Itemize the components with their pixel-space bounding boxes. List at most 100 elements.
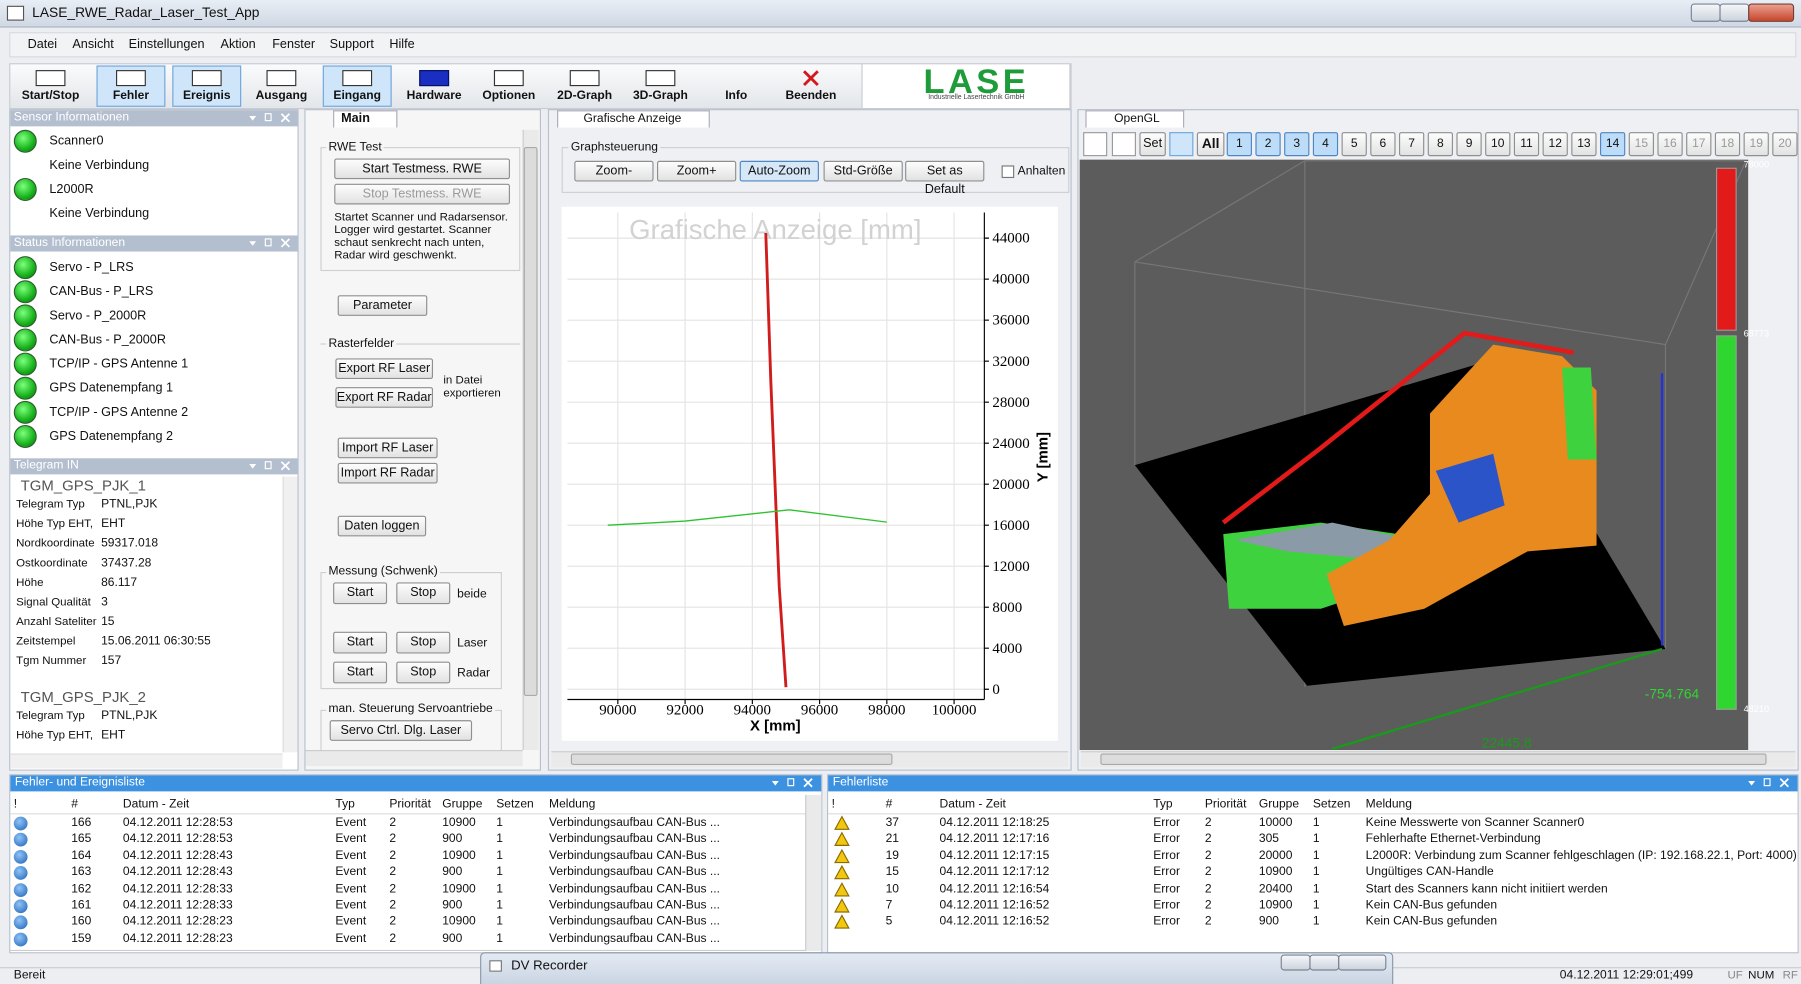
pane-controls xyxy=(249,461,291,471)
telegram-key: Ostkoordinate xyxy=(16,557,88,570)
graph-area xyxy=(561,206,1058,741)
log-button[interactable]: Daten loggen xyxy=(337,515,427,537)
measure-stop-button[interactable]: Stop xyxy=(396,631,451,654)
menu-item[interactable]: Datei xyxy=(27,37,58,52)
graph-button[interactable]: Zoom- xyxy=(574,160,654,182)
pane-pin-icon xyxy=(264,461,272,470)
view-button[interactable]: 20 xyxy=(1772,132,1798,157)
pause-checkbox[interactable] xyxy=(1001,165,1015,179)
measure-start-button[interactable]: Start xyxy=(333,631,388,654)
view-button[interactable]: 13 xyxy=(1571,132,1597,157)
list-cell: 10000 xyxy=(1258,815,1293,830)
list-cell: 04.12.2011 12:28:43 xyxy=(122,865,233,879)
warning-triangle xyxy=(834,881,850,897)
view-button[interactable]: 8 xyxy=(1427,132,1453,157)
all-button[interactable]: All xyxy=(1196,132,1225,157)
column-header: Datum - Zeit xyxy=(122,797,190,811)
list-cell: 04.12.2011 12:17:16 xyxy=(939,832,1050,846)
toolbar-button[interactable] xyxy=(322,65,392,107)
view-button[interactable]: 12 xyxy=(1542,132,1568,157)
list-cell: 160 xyxy=(71,914,92,929)
info-icon xyxy=(13,849,28,864)
y-tick-label: 12000 xyxy=(992,559,1029,575)
menu-item[interactable]: Einstellungen xyxy=(128,37,205,52)
pane-pin-icon xyxy=(1763,778,1771,787)
list-cell: 04.12.2011 12:28:33 xyxy=(122,881,233,896)
graph-button[interactable]: Set as Default xyxy=(905,160,985,196)
opengl-tab-label: OpenGL xyxy=(1114,111,1160,126)
set-button[interactable]: Set xyxy=(1139,132,1166,157)
info-icon xyxy=(13,932,28,947)
warning-icon xyxy=(834,815,850,830)
stop-test-button[interactable]: Stop Testmess. RWE xyxy=(334,183,510,205)
status-led xyxy=(13,352,37,376)
list-cell: 04.12.2011 12:28:53 xyxy=(122,832,233,846)
warning-icon xyxy=(834,865,850,880)
view-button[interactable]: 2 xyxy=(1255,132,1281,157)
export-radar-button[interactable]: Export RF Radar xyxy=(335,387,434,408)
list-cell: 2 xyxy=(1204,898,1212,912)
error_list-header xyxy=(828,775,1798,792)
telegram-key: Höhe xyxy=(16,576,44,590)
view-button[interactable]: 4 xyxy=(1312,132,1339,157)
view-button[interactable]: 9 xyxy=(1456,132,1482,157)
list-cell: 2 xyxy=(389,881,397,896)
view-button[interactable]: 15 xyxy=(1628,132,1654,157)
view-button[interactable]: 19 xyxy=(1743,132,1769,157)
list-cell: Event xyxy=(335,815,367,830)
measure-start-button[interactable]: Start xyxy=(333,661,388,684)
view-button[interactable]: 16 xyxy=(1657,132,1683,157)
status-item: Servo - P_LRS xyxy=(49,260,134,275)
status-header xyxy=(10,235,298,252)
telegram-key: Telegram Typ xyxy=(16,498,85,512)
graph-button[interactable]: Auto-Zoom xyxy=(739,160,819,182)
view-button[interactable]: 18 xyxy=(1714,132,1741,157)
view-button[interactable]: 6 xyxy=(1370,132,1396,157)
graph-button[interactable]: Std-Größe xyxy=(823,160,903,182)
toolbar-button[interactable] xyxy=(172,65,242,107)
column-header: Gruppe xyxy=(1258,797,1300,811)
graph-control-group xyxy=(561,147,1070,193)
export-laser-button[interactable]: Export RF Laser xyxy=(335,358,434,380)
menu-item[interactable]: Fenster xyxy=(272,37,316,52)
view-button[interactable]: 17 xyxy=(1686,132,1712,157)
pane-pin-icon xyxy=(264,113,272,122)
parameter-button[interactable]: Parameter xyxy=(337,295,428,316)
measure-stop-button[interactable]: Stop xyxy=(396,661,451,684)
measure-start-button[interactable]: Start xyxy=(333,582,388,605)
import-radar-button[interactable]: Import RF Radar xyxy=(337,462,438,484)
measure-stop-button[interactable]: Stop xyxy=(396,582,451,605)
list-cell: 1 xyxy=(496,931,503,946)
list-cell: Error xyxy=(1153,865,1181,879)
graph-button[interactable]: Zoom+ xyxy=(656,160,737,182)
start-test-button[interactable]: Start Testmess. RWE xyxy=(334,158,510,180)
menu-item[interactable]: Aktion xyxy=(220,37,256,52)
dv-maximize xyxy=(1309,954,1340,971)
view-button[interactable]: 1 xyxy=(1226,132,1252,157)
menu-item[interactable]: Hilfe xyxy=(389,37,415,52)
rwe-group xyxy=(320,147,521,272)
import-laser-button[interactable]: Import RF Laser xyxy=(337,437,438,459)
view-button[interactable]: 10 xyxy=(1485,132,1511,157)
menu-item[interactable]: Ansicht xyxy=(72,37,114,52)
view-button[interactable]: 7 xyxy=(1398,132,1425,157)
axis-value-label: 22445.8 xyxy=(1481,735,1532,752)
view-button[interactable]: 14 xyxy=(1599,132,1626,157)
status-timestamp: 04.12.2011 12:29:01;499 xyxy=(1559,968,1694,983)
list-cell: 1 xyxy=(496,848,503,863)
status-indicator: RF xyxy=(1782,969,1798,983)
view-button[interactable]: 5 xyxy=(1341,132,1367,157)
list-cell: 20000 xyxy=(1258,848,1293,863)
scan-path xyxy=(1221,330,1574,525)
menu-item[interactable]: Support xyxy=(329,37,374,52)
info-icon xyxy=(13,882,28,897)
group-label: RWE Test xyxy=(326,140,384,156)
y-tick-label: 4000 xyxy=(992,641,1022,657)
list-cell: Keine Messwerte von Scanner Scanner0 xyxy=(1365,815,1585,830)
view-button[interactable]: 11 xyxy=(1513,132,1540,157)
y-tick-label: 16000 xyxy=(992,518,1029,534)
servo-button[interactable]: Servo Ctrl. Dlg. Laser xyxy=(329,720,473,741)
pane-pin-icon xyxy=(264,238,272,247)
view-button[interactable]: 3 xyxy=(1284,132,1310,157)
